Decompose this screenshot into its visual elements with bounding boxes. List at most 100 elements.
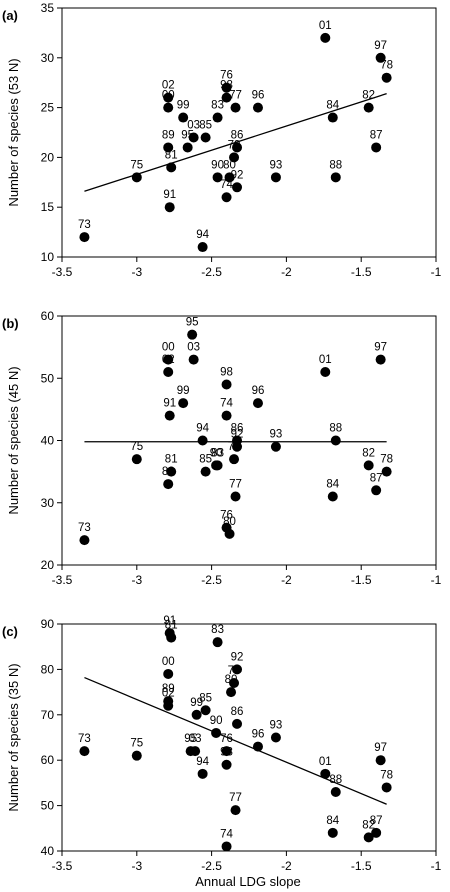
data-point-98 xyxy=(221,92,232,103)
data-point-75 xyxy=(131,454,142,465)
data-point-75 xyxy=(131,750,142,761)
y-tick-label: 60 xyxy=(41,753,55,767)
data-point-01 xyxy=(320,768,331,779)
point-label: 80 xyxy=(223,516,236,528)
point-label: 81 xyxy=(165,149,178,161)
data-point-96 xyxy=(252,398,263,409)
data-point-02 xyxy=(163,700,174,711)
data-point-97 xyxy=(375,755,386,766)
point-label: 76 xyxy=(220,510,233,522)
point-label: 94 xyxy=(196,229,209,241)
data-point-01 xyxy=(320,367,331,378)
y-tick-label: 35 xyxy=(41,1,55,15)
data-point-77 xyxy=(230,491,241,502)
point-label: 84 xyxy=(326,815,339,827)
point-label: 03 xyxy=(187,119,200,131)
y-axis-label: Number of species (53 N) xyxy=(6,58,21,206)
data-point-78 xyxy=(381,466,392,477)
data-point-86 xyxy=(232,718,243,729)
point-label: 90 xyxy=(210,447,223,459)
point-label: 98 xyxy=(220,366,233,378)
point-label: 79 xyxy=(228,139,241,151)
data-point-77 xyxy=(230,805,241,816)
data-point-97 xyxy=(375,354,386,365)
panel-label: (b) xyxy=(2,316,19,331)
y-tick-label: 20 xyxy=(41,558,55,572)
data-point-03 xyxy=(188,354,199,365)
data-point-76 xyxy=(221,746,232,757)
x-tick-label: -1 xyxy=(431,265,442,279)
y-tick-label: 90 xyxy=(41,617,55,631)
point-label: 01 xyxy=(319,354,332,366)
data-point-89 xyxy=(163,479,174,490)
panel-2: -3.5 -3 -2.5 -2 -1.5 -1 20 30 40 50 60 Number of sp… xyxy=(2,309,442,587)
data-point-74 xyxy=(221,410,232,421)
point-label: 78 xyxy=(380,454,393,466)
point-label: 83 xyxy=(211,624,224,636)
point-label: 95 xyxy=(186,317,199,329)
x-tick-label: -3.5 xyxy=(52,265,73,279)
point-label: 82 xyxy=(362,819,375,831)
point-label: 89 xyxy=(162,129,175,141)
point-label: 74 xyxy=(220,398,233,410)
point-label: 88 xyxy=(329,423,342,435)
point-label: 84 xyxy=(326,100,339,112)
data-point-02 xyxy=(163,367,174,378)
data-point-90 xyxy=(212,172,223,183)
point-label: 92 xyxy=(231,651,244,663)
point-label: 76 xyxy=(220,70,233,82)
point-label: 95 xyxy=(184,733,197,745)
data-point-76 xyxy=(221,82,232,93)
data-point-93 xyxy=(270,441,281,452)
data-point-97 xyxy=(375,52,386,63)
point-label: 03 xyxy=(189,733,202,745)
data-point-83 xyxy=(212,460,223,471)
point-label: 87 xyxy=(370,129,383,141)
point-label: 01 xyxy=(319,20,332,32)
data-point-88 xyxy=(330,786,341,797)
point-label: 74 xyxy=(220,179,233,191)
x-tick-label: -1.5 xyxy=(351,859,372,873)
data-point-81 xyxy=(166,162,177,173)
point-label: 00 xyxy=(162,342,175,354)
x-tick-label: -2 xyxy=(281,859,292,873)
point-label: 78 xyxy=(380,769,393,781)
data-point-87 xyxy=(371,827,382,838)
point-label: 84 xyxy=(326,479,339,491)
point-label: 77 xyxy=(229,479,242,491)
data-point-91 xyxy=(164,410,175,421)
point-label: 75 xyxy=(130,738,143,750)
x-tick-label: -2.5 xyxy=(201,859,222,873)
data-point-88 xyxy=(330,172,341,183)
point-label: 87 xyxy=(370,815,383,827)
data-point-80 xyxy=(224,528,235,539)
point-label: 99 xyxy=(190,697,203,709)
data-point-82 xyxy=(363,102,374,113)
point-label: 93 xyxy=(270,720,283,732)
data-point-73 xyxy=(79,232,90,243)
point-label: 02 xyxy=(162,688,175,700)
data-point-87 xyxy=(371,142,382,153)
point-label: 88 xyxy=(329,159,342,171)
data-point-86 xyxy=(232,142,243,153)
data-point-84 xyxy=(327,112,338,123)
point-label: 83 xyxy=(211,100,224,112)
x-tick-label: -1.5 xyxy=(351,265,372,279)
data-point-81 xyxy=(166,632,177,643)
point-label: 94 xyxy=(196,756,209,768)
point-label: 79 xyxy=(228,441,241,453)
y-tick-label: 10 xyxy=(41,250,55,264)
data-point-99 xyxy=(178,112,189,123)
data-point-83 xyxy=(212,637,223,648)
point-label: 77 xyxy=(229,90,242,102)
point-label: 99 xyxy=(177,385,190,397)
y-tick-label: 30 xyxy=(41,496,55,510)
y-tick-label: 40 xyxy=(41,434,55,448)
x-tick-label: -3.5 xyxy=(52,859,73,873)
plot-frame xyxy=(61,623,437,852)
point-label: 81 xyxy=(165,620,178,632)
data-point-85 xyxy=(200,132,211,143)
x-tick-label: -3 xyxy=(131,573,142,587)
point-label: 98 xyxy=(220,80,233,92)
data-point-87 xyxy=(371,485,382,496)
